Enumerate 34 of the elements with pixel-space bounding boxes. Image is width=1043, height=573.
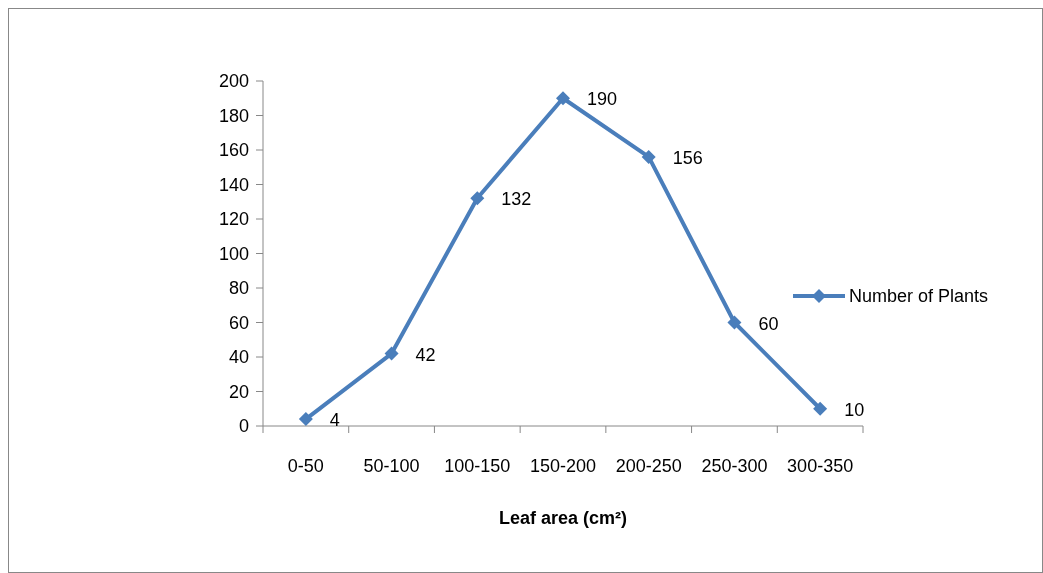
y-tick-label: 160 bbox=[218, 140, 249, 161]
x-tick-label: 300-350 bbox=[787, 456, 854, 477]
x-tick-label: 250-300 bbox=[701, 456, 768, 477]
x-tick-label: 150-200 bbox=[529, 456, 597, 477]
data-label: 156 bbox=[672, 147, 703, 168]
y-tick-label: 0 bbox=[238, 416, 249, 437]
legend-label: Number of Plants bbox=[849, 286, 989, 307]
y-tick-label: 140 bbox=[218, 174, 249, 195]
x-tick-label: 200-250 bbox=[615, 456, 682, 477]
y-tick-label: 80 bbox=[228, 278, 249, 299]
x-tick-label: 50-100 bbox=[363, 456, 420, 477]
y-tick-label: 40 bbox=[228, 347, 249, 368]
data-label: 42 bbox=[415, 344, 436, 365]
point bbox=[470, 191, 485, 206]
y-tick-label: 180 bbox=[218, 105, 249, 126]
data-label: 190 bbox=[587, 89, 618, 110]
data-label: 60 bbox=[758, 313, 779, 334]
point bbox=[384, 346, 399, 361]
point bbox=[641, 149, 656, 164]
x-tick-label: 100-150 bbox=[444, 456, 511, 477]
point bbox=[556, 91, 570, 106]
data-label: 4 bbox=[329, 410, 340, 431]
point bbox=[813, 401, 828, 416]
data-label: 132 bbox=[501, 189, 532, 210]
y-tick-label: 100 bbox=[218, 243, 249, 264]
y-tick-label: 60 bbox=[228, 312, 249, 333]
y-tick-label: 20 bbox=[228, 381, 249, 402]
data-label: 10 bbox=[844, 399, 865, 420]
x-axis-title: Leaf area (cm²) bbox=[498, 508, 628, 529]
point bbox=[727, 315, 742, 330]
x-tick-label: 0-50 bbox=[287, 456, 324, 477]
point bbox=[298, 412, 313, 427]
y-tick-label: 200 bbox=[218, 71, 249, 92]
y-tick-label: 120 bbox=[218, 209, 249, 230]
